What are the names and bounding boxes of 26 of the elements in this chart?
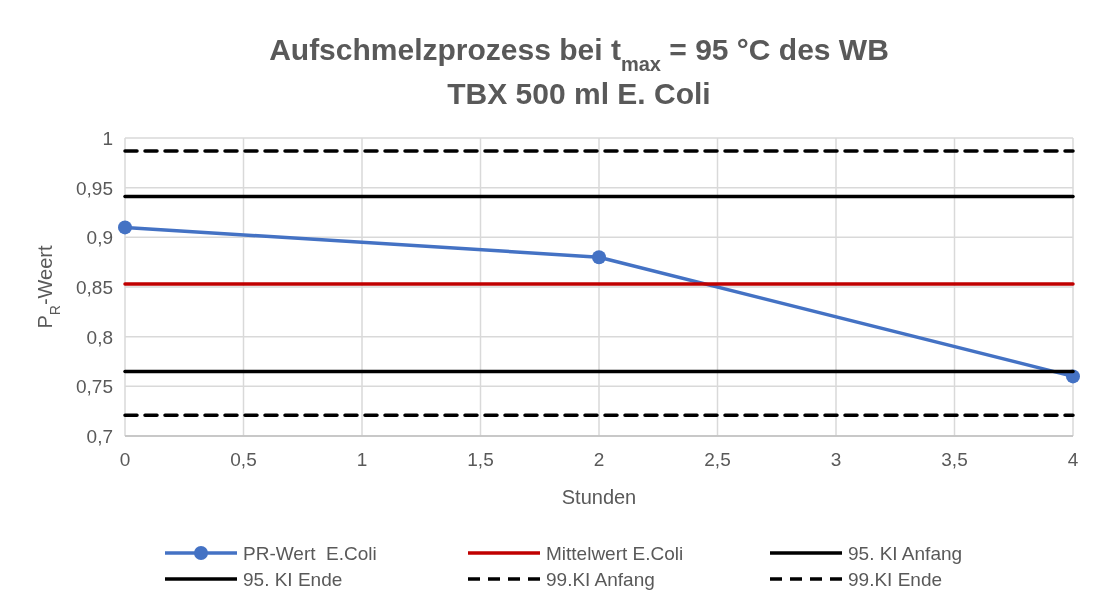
legend-label: 95. KI Anfang	[848, 543, 963, 564]
y-tick-label: 0,75	[76, 376, 113, 398]
x-tick-label: 2,5	[704, 449, 731, 470]
y-tick-label: 0,9	[86, 227, 113, 249]
x-tick-label: 1,5	[467, 449, 494, 470]
legend-label: Mittelwert E.Coli	[546, 543, 684, 564]
legend-label: 95. KI Ende	[243, 569, 343, 590]
x-tick-label: 1	[356, 449, 368, 470]
x-tick-label: 0	[119, 449, 131, 470]
y-tick-label: 1	[102, 128, 113, 149]
legend-label: 99.KI Ende	[848, 569, 943, 590]
x-tick-label: 2	[593, 449, 605, 470]
y-tick-label: 0,85	[76, 277, 113, 298]
y-tick-label: 0,95	[76, 177, 113, 199]
y-tick-label: 0,7	[86, 426, 113, 447]
x-tick-label: 4	[1067, 449, 1079, 470]
x-tick-label: 0,5	[230, 449, 257, 470]
x-tick-label: 3,5	[941, 449, 968, 470]
point	[118, 220, 132, 235]
chart-title: Aufschmelzprozess bei t$_{max}$ = 95 °C des WB TBX 500 ml E. Coli	[269, 33, 889, 110]
legend-label: 99.KI Anfang	[546, 569, 655, 590]
x-tick-label: 3	[830, 449, 842, 470]
point	[592, 250, 606, 265]
legend-label: PR-Wert E.Coli	[243, 543, 377, 564]
y-tick-label: 0,8	[86, 326, 113, 348]
x-axis-title: Stunden	[561, 486, 637, 508]
